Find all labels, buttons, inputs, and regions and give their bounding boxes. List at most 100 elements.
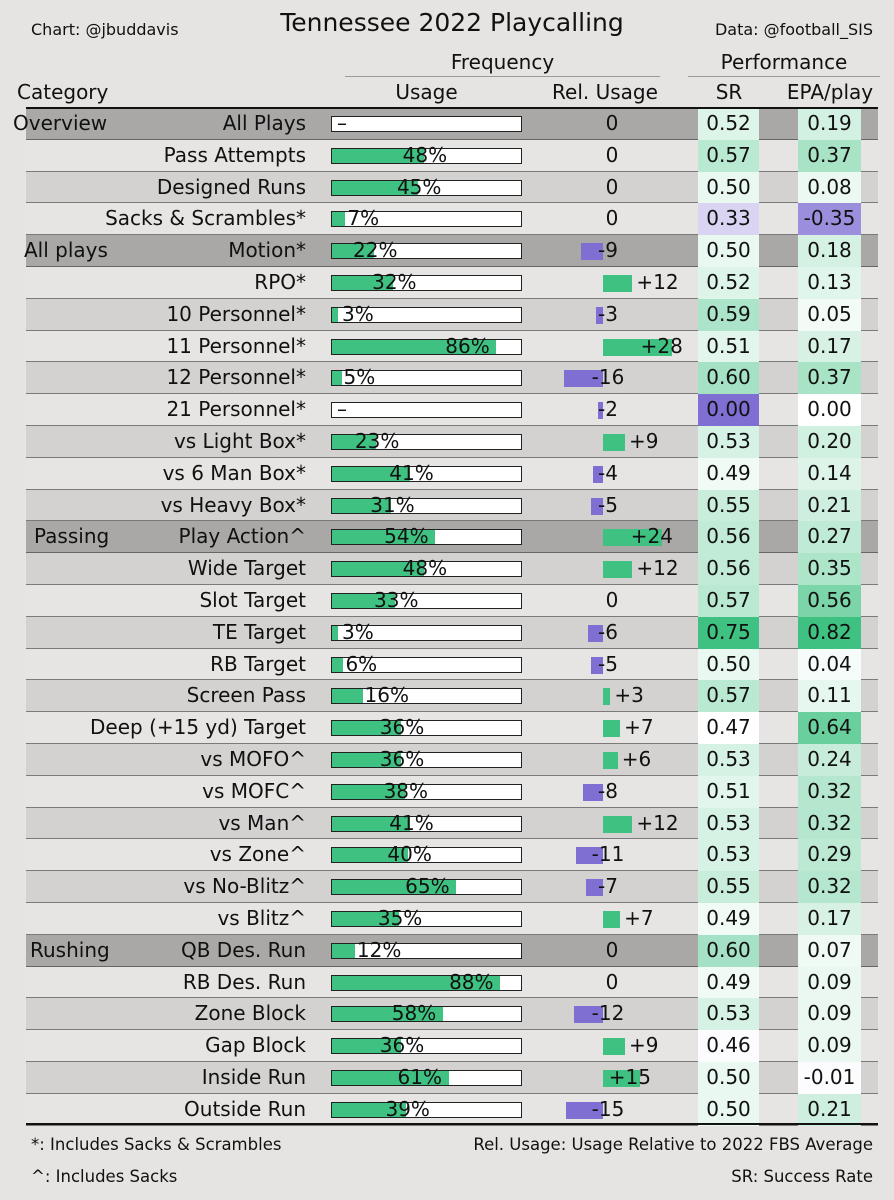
table-row: Deep (+15 yd) Target 36% +7 0.47 0.64 xyxy=(0,712,894,744)
usage-bar-fill xyxy=(332,244,375,259)
table-row: vs MOFO^ 36% +6 0.53 0.24 xyxy=(0,744,894,776)
rel-usage-value: +9 xyxy=(629,1033,659,1058)
usage-value: 58% xyxy=(391,1001,437,1026)
epa-cell: 0.64 xyxy=(798,712,861,744)
rel-usage-bar-negative xyxy=(593,465,603,483)
epa-cell: -0.35 xyxy=(798,203,861,236)
data-source: Data: @football_SIS xyxy=(714,20,873,39)
sr-cell: 0.50 xyxy=(698,235,759,267)
sr-cell: 0.55 xyxy=(698,489,759,522)
row-label: vs Light Box* xyxy=(173,429,306,453)
usage-bar-track xyxy=(331,275,522,291)
usage-bar-fill xyxy=(332,912,399,926)
usage-bar-track xyxy=(331,1101,522,1118)
table-row: Sacks & Scrambles* 7% 0 0.33 -0.35 xyxy=(0,203,894,236)
footnote-sr: SR: Success Rate xyxy=(731,1167,873,1186)
usage-bar-track xyxy=(331,561,522,578)
epa-cell: 0.32 xyxy=(798,871,861,903)
rel-usage-value: +9 xyxy=(629,429,659,453)
epa-cell: 0.09 xyxy=(798,966,861,999)
epa-cell: 0.00 xyxy=(798,394,861,426)
rel-usage-value: +24 xyxy=(630,524,674,549)
usage-value: 35% xyxy=(377,906,423,930)
usage-value: 39% xyxy=(385,1096,430,1121)
table-row: TE Target 3% -6 0.75 0.82 xyxy=(0,616,894,649)
table-row: 11 Personnel* 86% +28 0.51 0.17 xyxy=(0,330,894,363)
table-top-rule xyxy=(26,107,878,109)
sr-cell: 0.53 xyxy=(698,839,759,872)
row-label: Wide Target xyxy=(187,556,306,581)
usage-bar-fill xyxy=(332,1007,443,1022)
epa-cell: 0.37 xyxy=(798,362,861,395)
sr-cell: 0.50 xyxy=(698,171,759,204)
rel-usage-bar-negative xyxy=(595,306,603,324)
table-row: 21 Personnel* – -2 0.00 0.00 xyxy=(0,394,894,426)
table-row: Passing Play Action^ 54% +24 0.56 0.27 xyxy=(0,521,894,554)
sr-cell: 0.53 xyxy=(698,998,759,1031)
sr-cell: 0.60 xyxy=(698,934,759,967)
rel-usage-value: -6 xyxy=(598,619,618,644)
usage-bar-track xyxy=(331,847,522,864)
usage-value: – xyxy=(337,111,347,135)
usage-bar-track xyxy=(331,879,522,896)
usage-value: 32% xyxy=(372,270,417,294)
sr-cell: 0.53 xyxy=(698,807,759,840)
column-header-sr: SR xyxy=(715,80,743,104)
epa-cell: 0.32 xyxy=(798,775,861,808)
row-label: vs MOFC^ xyxy=(202,778,306,803)
rel-usage-value: 0 xyxy=(605,111,619,135)
section-label: Rushing xyxy=(30,937,110,962)
epa-cell: 0.13 xyxy=(798,267,861,299)
epa-cell: 0.17 xyxy=(798,330,861,363)
usage-bar-track xyxy=(331,243,522,260)
rel-usage-bar-positive xyxy=(603,338,672,356)
rel-usage-bar-negative xyxy=(598,402,603,420)
rel-usage-value: 0 xyxy=(605,937,619,962)
usage-bar-track xyxy=(331,974,522,991)
rel-usage-value: 0 xyxy=(605,174,619,199)
sr-cell: 0.52 xyxy=(698,267,759,299)
table-row: Zone Block 58% -12 0.53 0.09 xyxy=(0,998,894,1031)
rel-usage-value: -5 xyxy=(598,651,618,676)
sr-cell: 0.56 xyxy=(698,553,759,585)
usage-bar-track xyxy=(331,942,522,959)
rel-usage-bar-positive xyxy=(603,688,611,706)
usage-bar-track xyxy=(331,465,522,482)
table-row: Slot Target 33% 0 0.57 0.56 xyxy=(0,585,894,617)
table-row: vs 6 Man Box* 41% -4 0.49 0.14 xyxy=(0,457,894,490)
usage-bar-fill xyxy=(332,848,409,863)
row-label: RB Target xyxy=(210,651,306,676)
rel-usage-bar-positive xyxy=(603,434,626,451)
sr-cell: 0.50 xyxy=(698,1093,759,1126)
rel-usage-value: -7 xyxy=(598,874,618,899)
rel-usage-value: -4 xyxy=(598,460,618,485)
epa-cell: 0.08 xyxy=(798,171,861,204)
table-row: vs Light Box* 23% +9 0.53 0.20 xyxy=(0,426,894,458)
sr-cell: 0.00 xyxy=(698,394,759,426)
row-label: 11 Personnel* xyxy=(166,333,306,358)
usage-value: 48% xyxy=(402,556,448,581)
row-label: vs 6 Man Box* xyxy=(162,460,306,485)
table-row: Pass Attempts 48% 0 0.57 0.37 xyxy=(0,139,894,172)
usage-bar-fill xyxy=(332,435,376,449)
row-label: Outside Run xyxy=(184,1096,306,1121)
usage-bar-fill xyxy=(332,1102,407,1117)
rel-usage-bar-positive xyxy=(603,815,633,833)
rel-usage-bar-positive xyxy=(603,1070,640,1087)
rel-usage-bar-negative xyxy=(583,783,603,801)
usage-bar-fill xyxy=(332,880,457,895)
epa-cell: -0.01 xyxy=(798,1062,861,1094)
group-performance-underline xyxy=(688,76,880,77)
rel-usage-bar-negative xyxy=(590,656,603,674)
sr-cell: 0.75 xyxy=(698,616,759,649)
epa-cell: 0.56 xyxy=(798,585,861,617)
sr-cell: 0.49 xyxy=(698,457,759,490)
usage-bar-track xyxy=(331,815,522,832)
table-row: RB Target 6% -5 0.50 0.04 xyxy=(0,648,894,681)
epa-cell: 0.18 xyxy=(798,235,861,267)
table-row: Inside Run 61% +15 0.50 -0.01 xyxy=(0,1062,894,1094)
usage-bar-track xyxy=(331,370,522,387)
usage-bar-track xyxy=(331,306,522,323)
table-bottom-rule xyxy=(26,1123,878,1125)
usage-bar-track xyxy=(331,1006,522,1023)
